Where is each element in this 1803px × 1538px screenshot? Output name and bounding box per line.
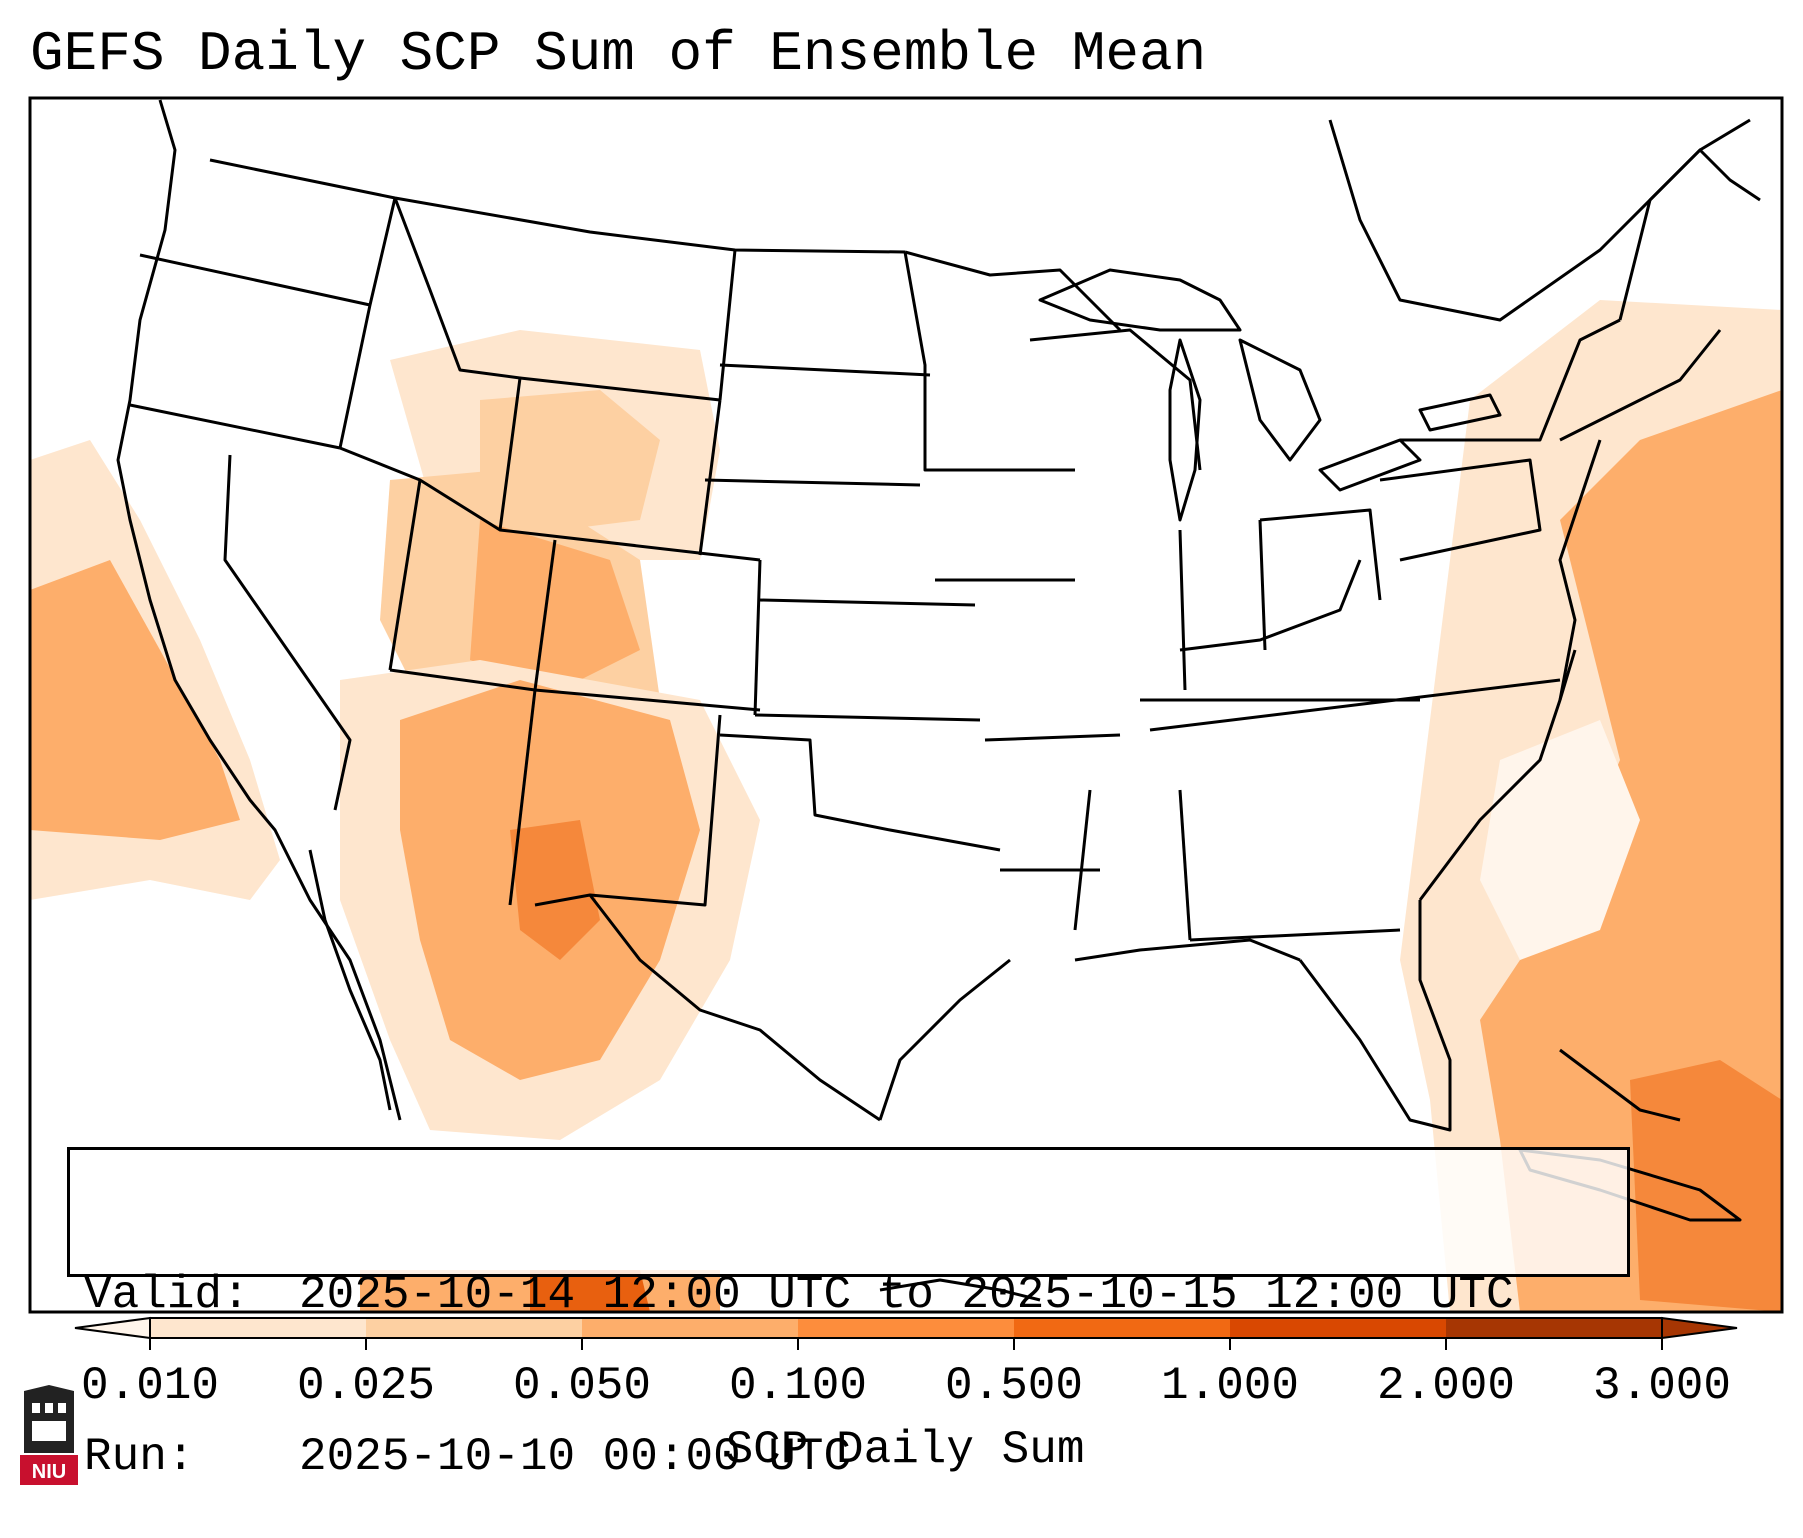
- state-new-england: [1559, 329, 1722, 442]
- colorbar-segment: [1230, 1318, 1447, 1338]
- logo-window-4: [32, 1421, 66, 1441]
- state-az-nm: [508, 689, 537, 906]
- coastline-canada-east: [1328, 118, 1751, 322]
- state-wa-or: [139, 253, 371, 307]
- state-wy-east: [698, 399, 722, 556]
- colorbar-tick-label: 1.000: [1160, 1360, 1300, 1412]
- state-id-west: [338, 197, 397, 449]
- shade-pacific: [30, 560, 240, 840]
- state-ut-az: [389, 668, 761, 712]
- logo-tower-roof: [24, 1385, 74, 1391]
- state-co-east: [753, 559, 762, 716]
- colorbar-tick-label: 0.100: [728, 1360, 868, 1412]
- state-gulf: [1074, 938, 1301, 962]
- colorbar-segment: [582, 1318, 799, 1338]
- state-nv-ut: [388, 479, 422, 671]
- chart-title: GEFS Daily SCP Sum of Ensemble Mean: [30, 22, 1207, 86]
- state-alabama: [1178, 789, 1192, 941]
- colorbar-segment: [1014, 1318, 1231, 1338]
- state-mt-east: [718, 249, 737, 401]
- logo-band: [20, 1455, 78, 1485]
- colorbar-segment: [798, 1318, 1015, 1338]
- colorbar-extend-low: [74, 1316, 151, 1340]
- state-id-mt: [339, 197, 522, 532]
- shade-atlantic-dark: [1630, 1060, 1782, 1312]
- state-in-oh: [1258, 519, 1267, 651]
- colorbar-tick-label: 3.000: [1592, 1360, 1732, 1412]
- shade-colorado: [470, 520, 640, 690]
- valid-row: Valid: 2025-10-14 12:00 UTC to 2025-10-15…: [84, 1268, 1627, 1322]
- map-panel: [28, 96, 1784, 1314]
- colorbar-outline: [149, 1317, 1663, 1339]
- colorbar-label: SCP Daily Sum: [725, 1424, 1085, 1476]
- state-ny: [1400, 318, 1621, 442]
- colorbar-tick-label: 0.500: [944, 1360, 1084, 1412]
- coastline-baja: [308, 849, 392, 1111]
- state-ok-tx: [719, 733, 1001, 852]
- state-mo-ar: [984, 733, 1121, 742]
- lake-michigan: [1168, 338, 1202, 522]
- colorbar-segment: [1446, 1318, 1663, 1338]
- state-ne-ks: [759, 598, 976, 607]
- shade-southwest-dark: [510, 820, 600, 960]
- state-east-coast: [1558, 439, 1602, 701]
- logo-window-3: [58, 1403, 66, 1413]
- island-bahamas: [1559, 1048, 1681, 1122]
- colorbar-extend-high: [1661, 1316, 1738, 1340]
- border-canada-mid: [904, 250, 1122, 332]
- valid-value: 2025-10-14 12:00 UTC to 2025-10-15 12:00…: [299, 1269, 1514, 1321]
- state-sd-ne: [704, 478, 921, 487]
- colorbar-tick-label: 0.050: [512, 1360, 652, 1412]
- lake-erie: [1318, 438, 1422, 492]
- run-label: Run:: [84, 1431, 195, 1483]
- map-frame: [28, 96, 1784, 1314]
- logo-text: NIU: [32, 1461, 66, 1483]
- state-ky-north: [1179, 559, 1362, 652]
- state-tx-mex: [588, 894, 881, 1122]
- colorbar: [74, 1316, 1738, 1350]
- logo-window-2: [45, 1403, 53, 1413]
- state-se-coast: [1418, 649, 1577, 901]
- state-ut-co: [533, 539, 557, 691]
- scp-shading: [30, 300, 1782, 1312]
- run-row: Run: 2025-10-10 00:00 UTC: [84, 1430, 1627, 1484]
- colorbar-segments: [74, 1316, 1738, 1340]
- colorbar-tick-label: 2.000: [1376, 1360, 1516, 1412]
- valid-label: Valid:: [84, 1269, 250, 1321]
- lake-huron: [1238, 338, 1322, 462]
- state-florida: [1298, 900, 1452, 1132]
- state-mississippi: [1073, 789, 1092, 931]
- border-canada-west: [209, 158, 906, 254]
- colorbar-ticks: [149, 1338, 1663, 1350]
- state-ohio: [1259, 508, 1382, 601]
- state-nm-tx: [534, 714, 722, 907]
- state-mt-wy: [519, 376, 721, 402]
- state-pa: [1379, 458, 1542, 562]
- valid-run-box: Valid: 2025-10-14 12:00 UTC to 2025-10-15…: [67, 1147, 1630, 1483]
- state-nc-va: [1149, 678, 1561, 732]
- state-ks-ok: [754, 713, 981, 722]
- state-il-in: [1178, 529, 1187, 691]
- colorbar-tick-label: 0.010: [80, 1360, 220, 1412]
- state-or-ca-nv: [129, 403, 341, 450]
- state-mn-east: [903, 251, 1075, 472]
- run-value: 2025-10-10 00:00 UTC: [299, 1431, 852, 1483]
- colorbar-segment: [150, 1318, 367, 1338]
- lake-superior: [1038, 268, 1242, 332]
- state-nd-sd: [719, 363, 931, 377]
- state-tx-coast: [878, 958, 1011, 1121]
- state-ca-nv: [223, 454, 352, 811]
- coastline-yucatan: [879, 1278, 1041, 1302]
- niu-logo: NIU: [20, 1385, 78, 1485]
- state-ga-fl: [1189, 928, 1401, 942]
- colorbar-tick-label: 0.025: [296, 1360, 436, 1412]
- lake-ontario: [1418, 393, 1502, 432]
- state-wy-co: [499, 528, 761, 562]
- logo-window-1: [32, 1403, 40, 1413]
- shade-mexico-dark: [530, 1270, 650, 1312]
- colorbar-segment: [366, 1318, 583, 1338]
- state-wi-mi: [1029, 328, 1202, 471]
